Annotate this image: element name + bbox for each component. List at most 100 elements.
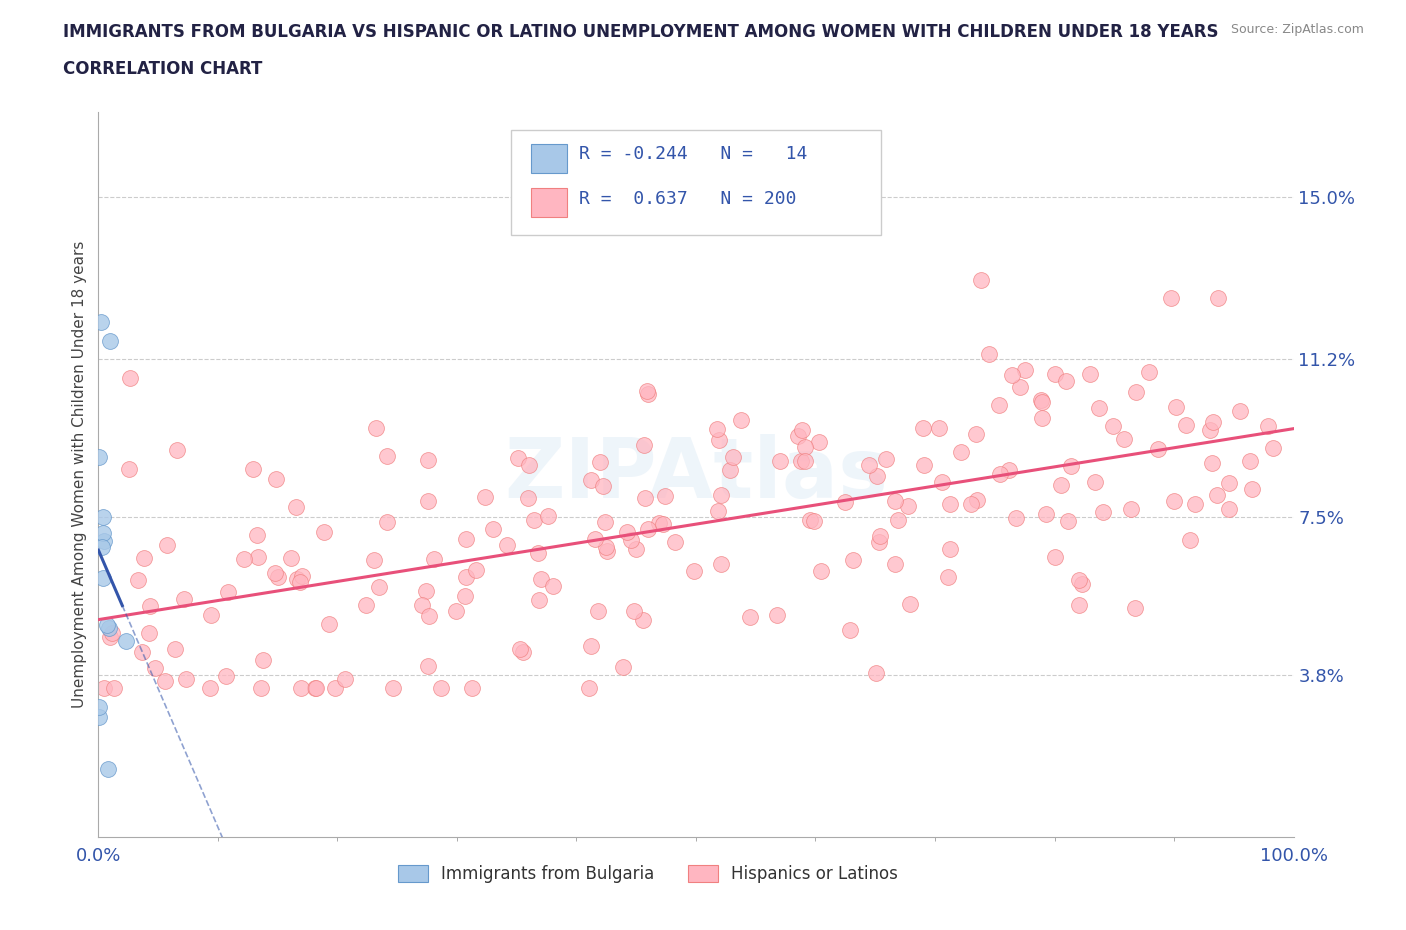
Point (793, 440, 815, 455)
Point (103, 680, 125, 695)
Point (936, 570, 959, 585)
Point (620, 532, 643, 547)
Point (1184, 497, 1206, 512)
Point (652, 517, 675, 532)
Point (166, 443, 188, 458)
Point (381, 680, 404, 695)
Point (138, 625, 160, 640)
Point (721, 449, 744, 464)
Point (312, 525, 335, 539)
Point (285, 572, 308, 587)
Point (541, 578, 564, 593)
Point (637, 387, 659, 402)
Point (1043, 550, 1066, 565)
Point (858, 458, 880, 472)
Point (252, 652, 274, 667)
Point (318, 617, 340, 631)
Point (1198, 422, 1220, 437)
Point (482, 522, 505, 537)
Point (928, 420, 950, 435)
Point (1205, 487, 1227, 502)
Point (508, 450, 530, 465)
Point (366, 420, 388, 435)
Point (583, 532, 606, 547)
Point (90, 540, 112, 555)
Point (803, 513, 825, 528)
Point (1084, 474, 1107, 489)
Point (127, 573, 149, 588)
Point (595, 539, 617, 554)
Point (966, 493, 988, 508)
Point (616, 525, 638, 539)
Point (290, 680, 312, 695)
Point (707, 503, 730, 518)
Point (988, 398, 1011, 413)
Point (868, 534, 890, 549)
Point (131, 644, 153, 659)
Point (769, 453, 792, 468)
Point (418, 452, 440, 467)
Text: R =  0.637   N = 200: R = 0.637 N = 200 (579, 190, 796, 207)
Point (456, 531, 478, 546)
Text: R = -0.244   N =   14: R = -0.244 N = 14 (579, 145, 807, 163)
Point (356, 597, 378, 612)
Point (875, 452, 897, 467)
Point (200, 607, 222, 622)
Point (664, 534, 686, 549)
Point (654, 488, 676, 503)
Point (586, 604, 609, 618)
Point (517, 458, 540, 472)
Point (623, 604, 645, 618)
Point (637, 522, 659, 537)
Point (90, 314, 112, 329)
Point (1174, 418, 1197, 432)
Point (454, 589, 477, 604)
Point (423, 551, 446, 566)
Point (960, 497, 983, 512)
Point (834, 495, 856, 510)
Point (997, 462, 1019, 477)
Point (1031, 392, 1053, 407)
Point (415, 583, 437, 598)
Text: Source: ZipAtlas.com: Source: ZipAtlas.com (1230, 23, 1364, 36)
Point (174, 672, 197, 687)
Point (465, 562, 488, 577)
Point (1035, 507, 1057, 522)
Point (93, 525, 115, 540)
Point (1070, 577, 1092, 591)
Point (912, 458, 935, 472)
Point (375, 449, 398, 464)
Point (842, 553, 865, 568)
Point (461, 680, 484, 695)
Point (523, 512, 546, 527)
Point (648, 516, 671, 531)
Point (537, 509, 560, 524)
Point (1123, 600, 1146, 615)
Point (683, 564, 706, 578)
Point (1229, 404, 1251, 418)
Point (810, 564, 832, 578)
Point (114, 634, 136, 649)
Point (87, 710, 110, 724)
Point (1043, 366, 1066, 381)
Point (1031, 395, 1053, 410)
Point (869, 528, 891, 543)
FancyBboxPatch shape (531, 188, 567, 217)
Point (887, 513, 910, 528)
Point (96, 618, 118, 632)
Point (1001, 367, 1024, 382)
Point (636, 384, 658, 399)
Point (581, 639, 603, 654)
Point (474, 490, 496, 505)
Text: IMMIGRANTS FROM BULGARIA VS HISPANIC OR LATINO UNEMPLOYMENT AMONG WOMEN WITH CHI: IMMIGRANTS FROM BULGARIA VS HISPANIC OR … (63, 23, 1219, 41)
Point (1147, 442, 1170, 457)
Point (593, 515, 616, 530)
Point (1069, 597, 1091, 612)
Point (120, 371, 142, 386)
Point (247, 550, 270, 565)
Point (323, 680, 346, 695)
Point (631, 613, 654, 628)
Point (589, 455, 612, 470)
Point (787, 428, 810, 443)
Point (612, 659, 634, 674)
